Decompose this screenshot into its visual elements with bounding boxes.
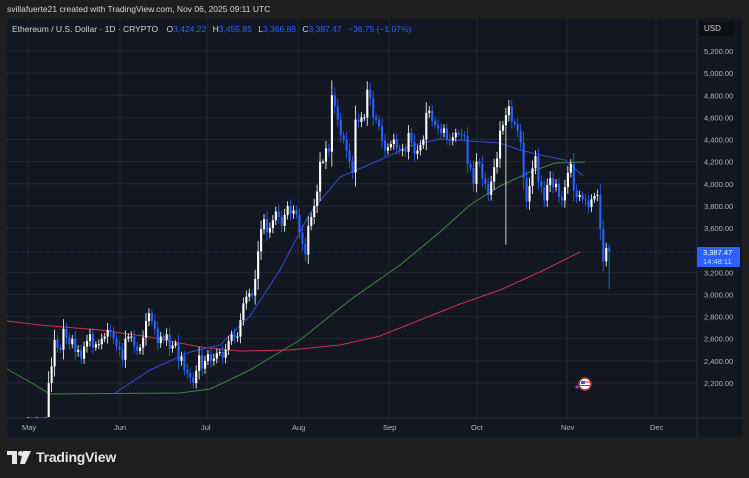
high-value: 3,455.85 [218,24,252,34]
tradingview-logo-text: TradingView [36,449,117,465]
symbol-legend: Ethereum / U.S. Dollar · 1D · CRYPTO O3,… [12,24,412,34]
moving-averages [6,138,586,395]
price-tick-label: 2,600.00 [704,335,733,344]
open-value: 3,424.22 [173,24,207,34]
price-tick-label: 3,600.00 [704,224,733,233]
us-flag-event-icon[interactable] [575,377,592,391]
currency-button[interactable]: USD [699,22,735,36]
price-tick-label: 3,000.00 [704,290,733,299]
time-tick-label: Aug [292,423,305,432]
price-tick-label: 5,200.00 [704,47,733,56]
chart-credit: svillafuerte21 created with TradingView.… [7,4,271,14]
price-tick-label: 4,800.00 [704,91,733,100]
price-tick-label: 2,800.00 [704,313,733,322]
price-tick-label: 3,800.00 [704,202,733,211]
price-axis[interactable]: 5,200.00 5,000.00 4,800.00 4,600.00 4,400.00… [704,47,733,388]
price-tick-label: 2,400.00 [704,357,733,366]
grid-lines [7,19,697,418]
time-tick-label: Nov [561,423,575,432]
countdown-label: 14:48:11 [703,257,732,266]
time-tick-label: May [22,423,36,432]
price-tick-label: 3,200.00 [704,268,733,277]
price-tick-label: 4,400.00 [704,136,733,145]
tradingview-logo-icon [7,450,31,464]
time-tick-label: Oct [471,423,484,432]
change-value: −36.75 (−1.07%) [348,24,412,34]
time-tick-label: Jun [114,423,126,432]
price-tick-label: 5,000.00 [704,69,733,78]
price-tick-label: 2,200.00 [704,379,733,388]
price-tick-label: 4,200.00 [704,158,733,167]
time-tick-label: Dec [650,423,664,432]
symbol-title: Ethereum / U.S. Dollar · 1D · CRYPTO [12,24,159,34]
time-tick-label: Jul [201,423,211,432]
last-price-label: 3,387.47 [703,248,732,257]
close-value: 3,387.47 [308,24,342,34]
time-axis[interactable]: May Jun Jul Aug Sep Oct Nov Dec [22,423,664,432]
price-tick-label: 4,000.00 [704,180,733,189]
candles [27,80,611,418]
time-tick-label: Sep [383,423,396,432]
tradingview-logo[interactable]: TradingView [7,449,116,465]
price-tick-label: 4,600.00 [704,113,733,122]
low-value: 3,366.88 [262,24,297,34]
last-price-badge: 3,387.47 14:48:11 [697,247,740,267]
